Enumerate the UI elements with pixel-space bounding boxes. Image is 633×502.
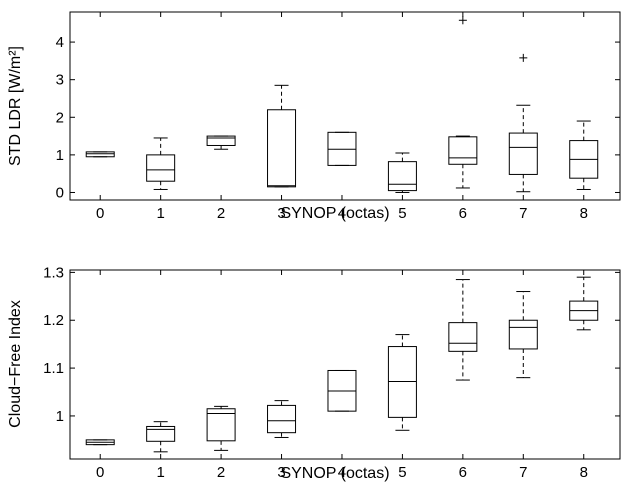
iqr-box [448,136,478,165]
y-tick-label: 1.2 [43,312,64,329]
x-tick-label: 1 [156,205,164,222]
plot-area-frame [69,11,621,201]
iqr-box [85,151,115,158]
y-tick-label: 1 [56,408,64,425]
iqr-box [508,132,538,175]
box-category-0 [85,439,115,446]
x-tick-label: 3 [277,205,285,222]
iqr-box [387,161,417,192]
box-category-2 [206,405,236,451]
box-category-4 [327,369,357,412]
box-category-7 [508,53,538,193]
y-tick-label: 4 [56,34,64,51]
box-category-6 [448,16,478,189]
iqr-box [206,135,236,146]
box-category-7 [508,291,538,379]
iqr-box [206,408,236,442]
box-category-3 [267,84,297,188]
iqr-box [146,154,176,182]
x-tick-label: 1 [156,464,164,481]
box-category-8 [569,120,599,190]
box-category-4 [327,131,357,166]
iqr-box [267,404,297,434]
x-tick-label: 8 [580,464,588,481]
box-category-6 [448,279,478,381]
iqr-box [267,109,297,188]
box-category-0 [85,151,115,158]
box-category-3 [267,400,297,438]
y-tick-label: 3 [56,72,64,89]
x-tick-label: 6 [459,464,467,481]
x-tick-label: 0 [96,464,104,481]
y-axis-label: STD LDR [W/m²] [7,46,24,166]
y-tick-label: 1.1 [43,360,64,377]
box-category-5 [387,334,417,431]
box-category-1 [146,137,176,190]
x-tick-label: 7 [519,205,527,222]
iqr-box [508,319,538,350]
y-tick-label: 1.3 [43,264,64,281]
x-tick-label: 5 [398,464,406,481]
x-tick-label: 4 [338,464,346,481]
box-category-2 [206,135,236,150]
panel-std-ldr: 0 1 2 3 4 0 1 2 3 4 5 6 7 8 SYNOP (octas) STD LDR [W/m²… [7,11,621,222]
plot-area-frame [69,269,621,460]
y-axis-label: Cloud−Free Index [7,300,24,428]
x-tick-label: 7 [519,464,527,481]
x-tick-label: 4 [338,205,346,222]
x-tick-label: 3 [277,464,285,481]
x-tick-label: 2 [217,464,225,481]
x-tick-label: 5 [398,205,406,222]
outlier-marker [458,16,467,25]
y-tick-label: 0 [56,184,64,201]
x-tick-label: 6 [459,205,467,222]
box-category-5 [387,152,417,193]
x-axis-label: SYNOP (octas) [280,205,389,222]
outlier-marker [519,53,528,62]
y-tick-label: 1 [56,147,64,164]
box-category-1 [146,421,176,453]
iqr-box [146,425,176,442]
x-tick-label: 2 [217,205,225,222]
panel-cloud-free-index: 1 1.1 1.2 1.3 0 1 2 3 4 5 6 7 8 SYNOP (octas) Cloud−Fr… [7,264,621,482]
x-tick-label: 8 [580,205,588,222]
box-category-8 [569,276,599,331]
iqr-box [448,322,478,352]
y-tick-label: 2 [56,109,64,126]
x-tick-label: 0 [96,205,104,222]
x-axis-label: SYNOP (octas) [280,465,389,482]
